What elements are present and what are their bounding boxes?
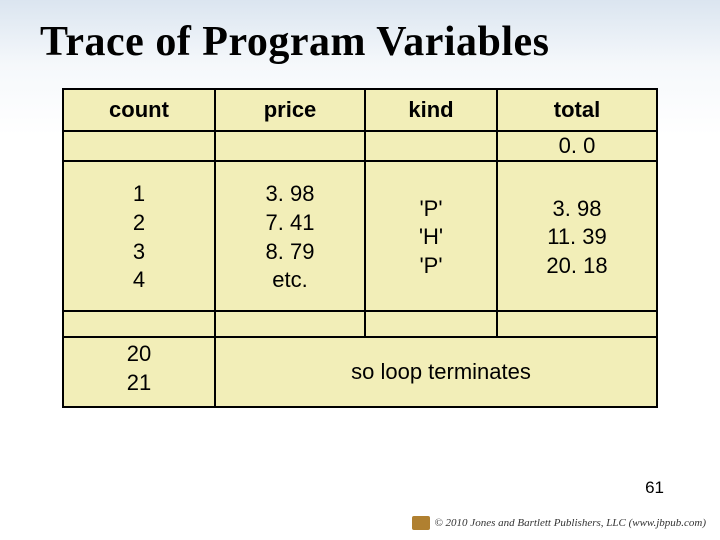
cell-kind-gap xyxy=(365,311,497,337)
col-header-price: price xyxy=(215,89,365,131)
count-val: 4 xyxy=(133,266,145,295)
cell-total-init: 0. 0 xyxy=(497,131,657,161)
kind-val: 'P' xyxy=(419,252,442,281)
terminate-text: so loop terminates xyxy=(341,359,531,384)
total-values: 3. 98 11. 39 20. 18 xyxy=(498,192,656,281)
table-row: 0. 0 xyxy=(63,131,657,161)
count-val: 3 xyxy=(133,238,145,267)
price-val: 7. 41 xyxy=(266,209,315,238)
col-header-kind: kind xyxy=(365,89,497,131)
count-val: 20 xyxy=(127,340,151,369)
price-values: 3. 98 7. 41 8. 79 etc. xyxy=(216,177,364,294)
count-val: 2 xyxy=(133,209,145,238)
table-header-row: count price kind total xyxy=(63,89,657,131)
cell-price-block: 3. 98 7. 41 8. 79 etc. xyxy=(215,161,365,311)
cell-kind-block: 'P' 'H' 'P' xyxy=(365,161,497,311)
table-row xyxy=(63,311,657,337)
kind-val: 'H' xyxy=(419,223,443,252)
cell-total-block: 3. 98 11. 39 20. 18 xyxy=(497,161,657,311)
cell-price-gap xyxy=(215,311,365,337)
cell-count-term: 20 21 xyxy=(63,337,215,407)
cell-count-init xyxy=(63,131,215,161)
kind-values: 'P' 'H' 'P' xyxy=(366,192,496,281)
price-val: etc. xyxy=(272,266,307,295)
count-term-values: 20 21 xyxy=(64,338,214,406)
slide-title: Trace of Program Variables xyxy=(40,18,680,66)
kind-val: 'P' xyxy=(419,195,442,224)
count-val: 1 xyxy=(133,180,145,209)
slide: Trace of Program Variables count price k… xyxy=(0,0,720,540)
price-val: 3. 98 xyxy=(266,180,315,209)
count-values: 1 2 3 4 xyxy=(64,177,214,294)
cell-count-gap xyxy=(63,311,215,337)
table-row: 20 21 so loop terminates xyxy=(63,337,657,407)
copyright-text: © 2010 Jones and Bartlett Publishers, LL… xyxy=(434,517,706,529)
total-val: 20. 18 xyxy=(546,252,607,281)
cell-total-gap xyxy=(497,311,657,337)
price-val: 8. 79 xyxy=(266,238,315,267)
count-val: 21 xyxy=(127,369,151,398)
table-row: 1 2 3 4 3. 98 7. 41 8. 79 etc. 'P' 'H' xyxy=(63,161,657,311)
page-number: 61 xyxy=(645,478,664,498)
copyright-line: © 2010 Jones and Bartlett Publishers, LL… xyxy=(412,516,706,530)
total-val: 11. 39 xyxy=(547,223,607,252)
col-header-total: total xyxy=(497,89,657,131)
cell-price-init xyxy=(215,131,365,161)
cell-count-block: 1 2 3 4 xyxy=(63,161,215,311)
col-header-count: count xyxy=(63,89,215,131)
total-val: 3. 98 xyxy=(553,195,602,224)
cell-kind-init xyxy=(365,131,497,161)
cell-terminate-msg: so loop terminates xyxy=(215,337,657,407)
trace-table: count price kind total 0. 0 1 2 3 4 xyxy=(62,88,658,408)
publisher-logo-icon xyxy=(412,516,430,530)
